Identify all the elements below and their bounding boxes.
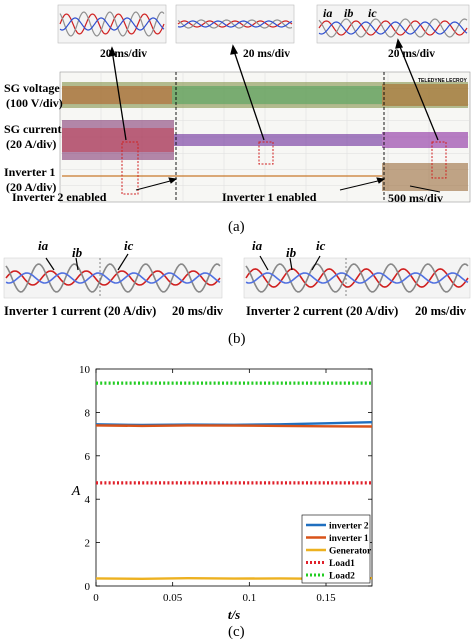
panel-c-label: (c) bbox=[228, 624, 245, 640]
panel-b-left-caption: Inverter 1 current (20 A/div) bbox=[4, 304, 157, 318]
chart-x-tick-label: 0.1 bbox=[242, 592, 256, 604]
panel-b-right-caption: Inverter 2 current (20 A/div) bbox=[246, 304, 399, 318]
chart-y-tick-label: 8 bbox=[85, 407, 91, 419]
panel-b-right-ic: ic bbox=[316, 238, 326, 253]
inset-3-ia-label: ia bbox=[323, 6, 333, 20]
sg-voltage-trace bbox=[62, 82, 468, 108]
inset-3-ib-label: ib bbox=[344, 6, 354, 20]
chart-x-tick-label: 0.15 bbox=[316, 592, 336, 604]
inset-2-timediv: 20 ms/div bbox=[243, 48, 290, 60]
panel-b-label: (b) bbox=[228, 331, 246, 347]
channel-label-inverter-1: Inverter 1 bbox=[4, 165, 56, 179]
channel-label-inverter-1-scale: (20 A/div) bbox=[6, 180, 57, 194]
chart-y-tick-label: 4 bbox=[85, 494, 91, 506]
inset-1-timediv: 20 ms/div bbox=[100, 48, 147, 60]
panel-b-left-timediv: 20 ms/div bbox=[172, 304, 224, 318]
channel-label-sg-current: SG current bbox=[4, 122, 62, 136]
inset-1-waveform bbox=[57, 4, 167, 44]
panel-b-right-timediv: 20 ms/div bbox=[415, 304, 467, 318]
legend-label: Generator bbox=[329, 547, 372, 557]
chart-y-tick-label: 10 bbox=[79, 364, 91, 376]
panel-b-left-ia: ia bbox=[38, 238, 49, 253]
event-arrows bbox=[135, 177, 441, 193]
zoom-box-1 bbox=[121, 141, 139, 195]
panel-b-right-ia: ia bbox=[252, 238, 263, 253]
chart-y-tick-label: 2 bbox=[85, 538, 91, 550]
chart-y-tick-label: 0 bbox=[85, 581, 91, 593]
event-label-inverter-2: Inverter 2 enabled bbox=[12, 190, 107, 204]
panel-b-right-ib: ib bbox=[286, 245, 297, 260]
panel-a-label: (a) bbox=[228, 219, 245, 235]
legend-label: inverter 2 bbox=[329, 522, 369, 532]
chart-x-axis-label: t/s bbox=[228, 607, 240, 622]
panel-b-figure bbox=[3, 253, 471, 299]
legend-label: inverter 1 bbox=[329, 534, 369, 544]
chart-legend: inverter 2 inverter 1 Generator Load1 Load2 bbox=[301, 514, 372, 584]
zoom-box-2 bbox=[258, 141, 274, 165]
panel-b-right-waveform bbox=[243, 257, 471, 299]
zoom-box-3 bbox=[431, 141, 447, 179]
inset-3-waveform bbox=[316, 4, 470, 44]
chart-y-axis-label: A bbox=[71, 484, 81, 499]
inset-3-ic-label: ic bbox=[368, 6, 377, 20]
panel-b-left-ib: ib bbox=[72, 245, 83, 260]
main-timediv: 500 ms/div bbox=[388, 191, 444, 205]
panel-b-arrows bbox=[45, 253, 321, 271]
panel-b-left-ic: ic bbox=[124, 238, 134, 253]
chart-x-tick-label: 0.05 bbox=[163, 592, 183, 604]
legend-label: Load1 bbox=[329, 559, 355, 569]
chart-y-tick-label: 6 bbox=[85, 451, 91, 463]
chart-x-tick-label: 0 bbox=[93, 592, 99, 604]
scope-brand-logo: TELEDYNE LECROY bbox=[418, 78, 467, 84]
inset-2-waveform bbox=[175, 4, 295, 44]
channel-label-sg-voltage: SG voltage bbox=[4, 81, 60, 95]
legend-label: Load2 bbox=[329, 572, 355, 582]
channel-label-sg-current-scale: (20 A/div) bbox=[6, 137, 57, 151]
zoom-arrows bbox=[107, 38, 439, 141]
channel-label-sg-voltage-scale: (100 V/div) bbox=[6, 96, 63, 110]
event-label-inverter-1: Inverter 1 enabled bbox=[222, 190, 317, 204]
inverter-1-trace bbox=[62, 163, 468, 191]
panel-a-figure bbox=[57, 4, 471, 203]
chart-series-inverter-1 bbox=[95, 424, 373, 428]
inset-3-timediv: 20 ms/div bbox=[388, 48, 435, 60]
panel-b-left-waveform bbox=[3, 257, 223, 299]
